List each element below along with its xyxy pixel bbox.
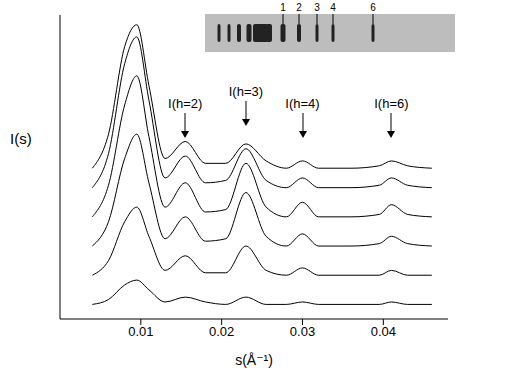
svg-text:1: 1 <box>280 2 286 13</box>
html-text:I(h=4): I(h=4) <box>285 96 320 111</box>
svg-text:4: 4 <box>330 2 336 13</box>
html-text:I(s): I(s) <box>10 130 32 147</box>
svg-text:s(Å⁻¹): s(Å⁻¹) <box>235 352 273 368</box>
svg-text:0.04: 0.04 <box>371 324 396 339</box>
html-text:I(h=3): I(h=3) <box>228 84 264 99</box>
svg-text:6: 6 <box>370 2 376 13</box>
html-text:I(h=6): I(h=6) <box>374 96 409 111</box>
svg-text:0.03: 0.03 <box>290 324 315 339</box>
html-text:I(h=2): I(h=2) <box>168 96 203 111</box>
svg-text:0.01: 0.01 <box>128 324 153 339</box>
svg-text:2: 2 <box>296 2 302 13</box>
svg-text:0.02: 0.02 <box>209 324 234 339</box>
svg-text:3: 3 <box>314 2 320 13</box>
